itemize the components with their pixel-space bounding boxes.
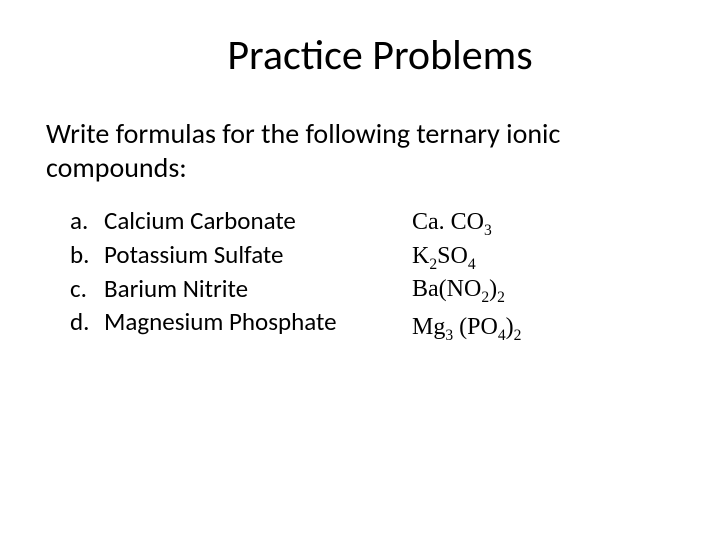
list-text: Calcium Carbonate — [104, 204, 296, 238]
content-row: a. Calcium Carbonate b. Potassium Sulfat… — [40, 204, 680, 344]
prompt-text: Write formulas for the following ternary… — [40, 117, 680, 184]
list-text: Barium Nitrite — [104, 272, 248, 306]
answer-formula: Ca. CO3 — [412, 206, 521, 240]
page-title: Practice Problems — [80, 30, 680, 81]
list-marker: a. — [70, 204, 104, 238]
problem-list: a. Calcium Carbonate b. Potassium Sulfat… — [70, 204, 400, 344]
list-marker: b. — [70, 238, 104, 272]
list-marker: c. — [70, 272, 104, 306]
list-marker: d. — [70, 305, 104, 339]
list-item: c. Barium Nitrite — [70, 272, 400, 306]
answer-formula: Ba(NO2)2 — [412, 273, 521, 307]
list-item: b. Potassium Sulfate — [70, 238, 400, 272]
list-item: a. Calcium Carbonate — [70, 204, 400, 238]
list-text: Potassium Sulfate — [104, 238, 283, 272]
list-item: d. Magnesium Phosphate — [70, 305, 400, 339]
list-text: Magnesium Phosphate — [104, 305, 337, 339]
answer-formula: Mg3 (PO4)2 — [412, 311, 521, 345]
answer-formula: K2SO4 — [412, 240, 521, 274]
answers-column: Ca. CO3 K2SO4 Ba(NO2)2 Mg3 (PO4)2 — [400, 204, 521, 344]
